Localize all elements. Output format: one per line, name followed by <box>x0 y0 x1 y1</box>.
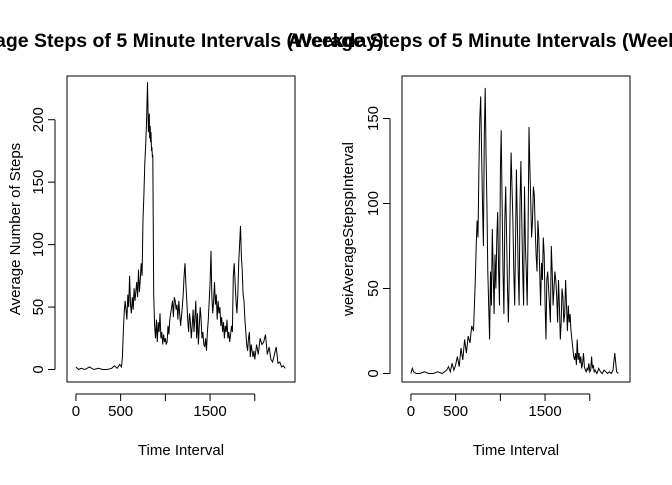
weekday-series-line <box>75 82 286 371</box>
weekday-panel: Average Steps of 5 Minute Intervals (Wee… <box>0 30 384 459</box>
weekday-chart-title: Average Steps of 5 Minute Intervals (Wee… <box>0 30 384 52</box>
weekday-y-tick-label: 200 <box>30 107 47 132</box>
weekend-y-tick-label: 50 <box>365 280 382 297</box>
weekend-x-tick-label: 0 <box>407 403 415 420</box>
weekend-y-tick-label: 0 <box>365 369 382 377</box>
weekday-x-tick-label: 500 <box>108 403 133 420</box>
weekend-series-line <box>410 87 619 375</box>
weekday-x-tick-label: 1500 <box>193 403 226 420</box>
weekend-x-axis-label: Time Interval <box>473 442 559 459</box>
weekend-y-tick-label: 100 <box>365 191 382 216</box>
weekend-y-tick-label: 150 <box>365 106 382 131</box>
weekend-x-tick-label: 1500 <box>528 403 561 420</box>
weekday-y-tick-label: 0 <box>30 365 47 373</box>
weekday-y-tick-label: 100 <box>30 232 47 257</box>
weekend-plot-frame <box>401 75 631 383</box>
weekday-plot-frame <box>66 75 296 383</box>
weekend-panel: Average Steps of 5 Minute Intervals (Wee… <box>288 30 672 459</box>
weekday-y-tick-label: 150 <box>30 170 47 195</box>
weekend-x-tick-label: 500 <box>443 403 468 420</box>
weekday-x-tick-label: 0 <box>72 403 80 420</box>
weekday-y-tick-label: 50 <box>30 299 47 316</box>
weekend-y-axis-label: weiAverageStepspInterval <box>340 142 357 317</box>
weekday-y-axis-label: Average Number of Steps <box>7 143 24 315</box>
weekday-x-axis-label: Time Interval <box>138 442 224 459</box>
weekend-chart-title: Average Steps of 5 Minute Intervals (Wee… <box>288 30 672 52</box>
